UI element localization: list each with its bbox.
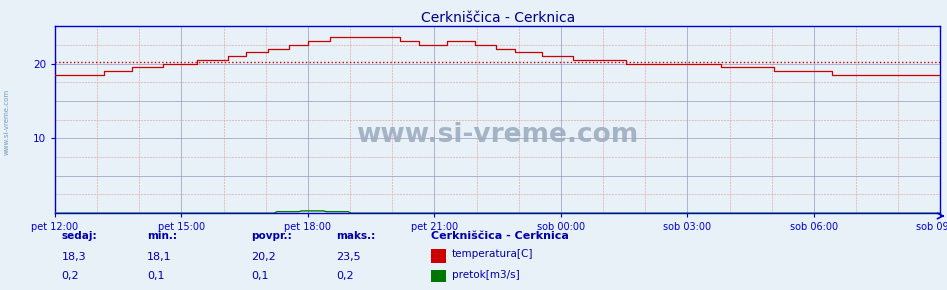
Text: 23,5: 23,5 [336,251,361,262]
Text: temperatura[C]: temperatura[C] [452,249,533,259]
Text: maks.:: maks.: [336,231,375,241]
Text: 18,1: 18,1 [147,251,171,262]
Text: 0,1: 0,1 [147,271,164,281]
Text: sedaj:: sedaj: [62,231,98,241]
Text: www.si-vreme.com: www.si-vreme.com [356,122,639,148]
Text: 0,2: 0,2 [62,271,80,281]
Text: www.si-vreme.com: www.si-vreme.com [4,89,9,155]
Text: 18,3: 18,3 [62,251,86,262]
Text: pretok[m3/s]: pretok[m3/s] [452,269,520,280]
Text: min.:: min.: [147,231,177,241]
Text: Cerkniščica - Cerknica: Cerkniščica - Cerknica [431,231,569,241]
Title: Cerkniščica - Cerknica: Cerkniščica - Cerknica [420,11,575,25]
Text: 0,1: 0,1 [251,271,268,281]
Text: 20,2: 20,2 [251,251,276,262]
Text: 0,2: 0,2 [336,271,354,281]
Text: povpr.:: povpr.: [251,231,292,241]
